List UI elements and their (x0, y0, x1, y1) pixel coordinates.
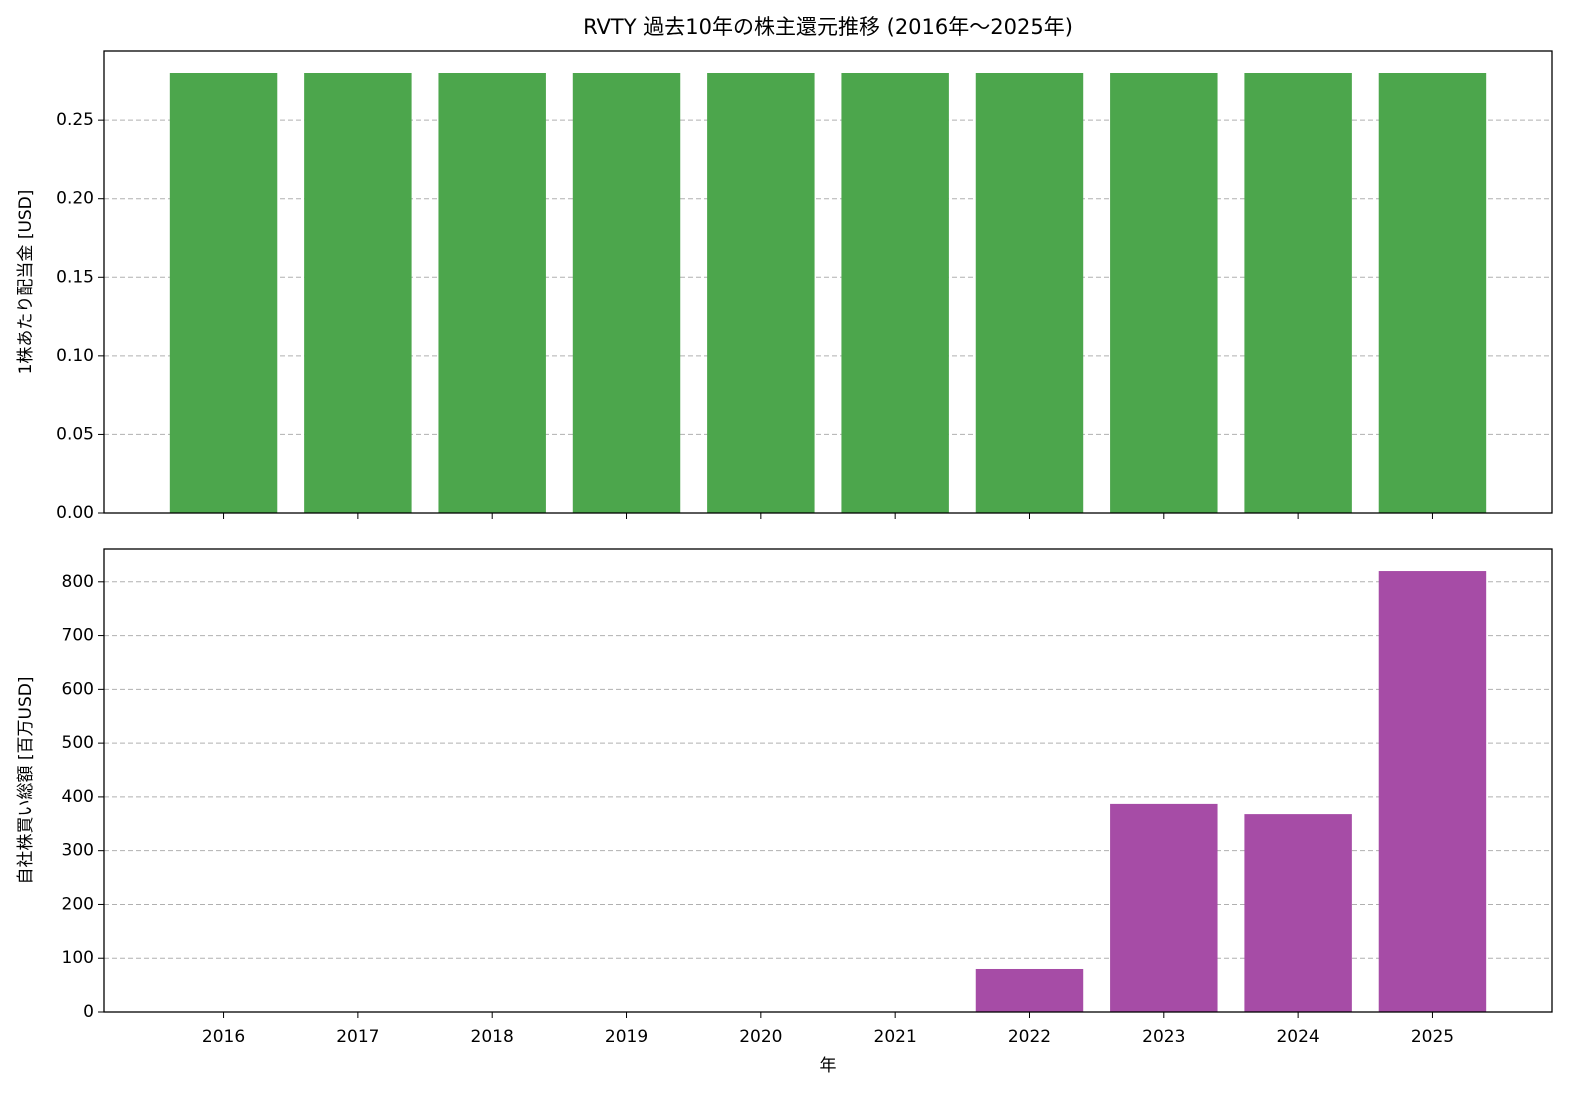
bar (975, 968, 1084, 1012)
y-tick-label: 0.15 (56, 267, 94, 287)
y-tick-label: 100 (62, 948, 94, 968)
bar (438, 73, 546, 513)
bar (841, 73, 949, 513)
y-tick-label: 0.10 (56, 346, 94, 366)
bar (1244, 814, 1352, 1012)
x-tick-label: 2017 (336, 1027, 379, 1047)
bar (1110, 73, 1218, 513)
y-tick-label: 300 (62, 841, 94, 861)
x-tick-label: 2022 (1008, 1027, 1051, 1047)
bar (1110, 803, 1218, 1012)
y-tick-label: 0.20 (56, 189, 94, 209)
bar (1378, 571, 1487, 1012)
y-axis-label: 自社株買い総額 [百万USD] (16, 677, 36, 885)
x-tick-label: 2019 (605, 1027, 648, 1047)
x-tick-label: 2018 (471, 1027, 514, 1047)
y-tick-label: 800 (62, 572, 94, 592)
y-tick-label: 0.25 (56, 110, 94, 130)
axes-frame (103, 548, 1553, 1013)
y-tick-label: 600 (62, 679, 94, 699)
y-tick-label: 0.05 (56, 424, 94, 444)
bar (572, 73, 681, 513)
bar (169, 73, 278, 513)
chart-title: RVTY 過去10年の株主還元推移 (2016年～2025年) (583, 15, 1073, 39)
bar (1244, 73, 1352, 513)
y-tick-label: 200 (62, 894, 94, 914)
x-tick-label: 2025 (1411, 1027, 1454, 1047)
x-axis-label: 年 (820, 1056, 837, 1076)
x-tick-label: 2016 (202, 1027, 245, 1047)
bar (707, 73, 815, 513)
y-tick-label: 0.00 (56, 503, 94, 523)
x-tick-label: 2023 (1142, 1027, 1185, 1047)
bar (1378, 73, 1487, 513)
y-tick-label: 700 (62, 626, 94, 646)
axes-frame (103, 50, 1553, 514)
y-tick-label: 0 (83, 1002, 94, 1022)
bar (304, 73, 412, 513)
x-tick-label: 2021 (874, 1027, 917, 1047)
x-tick-label: 2020 (739, 1027, 782, 1047)
y-axis-label: 1株あたり配当金 [USD] (16, 190, 36, 375)
x-tick-label: 2024 (1276, 1027, 1319, 1047)
y-tick-label: 400 (62, 787, 94, 807)
y-tick-label: 500 (62, 733, 94, 753)
bar (975, 73, 1084, 513)
